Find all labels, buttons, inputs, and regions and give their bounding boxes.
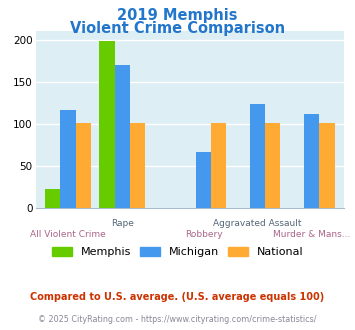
Bar	[60, 110, 76, 208]
Text: Aggravated Assault: Aggravated Assault	[213, 219, 302, 228]
Text: All Violent Crime: All Violent Crime	[30, 230, 106, 239]
Bar	[211, 123, 226, 208]
Text: Violent Crime Comparison: Violent Crime Comparison	[70, 21, 285, 36]
Bar	[320, 123, 335, 208]
Bar	[265, 123, 280, 208]
Bar	[250, 105, 265, 208]
Text: Robbery: Robbery	[185, 230, 222, 239]
Bar	[115, 65, 130, 208]
Bar	[45, 188, 60, 208]
Bar	[304, 114, 320, 208]
Legend: Memphis, Michigan, National: Memphis, Michigan, National	[47, 242, 308, 262]
Text: Rape: Rape	[111, 219, 133, 228]
Bar	[76, 123, 91, 208]
Text: Compared to U.S. average. (U.S. average equals 100): Compared to U.S. average. (U.S. average …	[31, 292, 324, 302]
Bar	[130, 123, 145, 208]
Bar	[196, 152, 211, 208]
Text: 2019 Memphis: 2019 Memphis	[117, 8, 238, 23]
Text: © 2025 CityRating.com - https://www.cityrating.com/crime-statistics/: © 2025 CityRating.com - https://www.city…	[38, 315, 317, 324]
Text: Murder & Mans...: Murder & Mans...	[273, 230, 350, 239]
Bar	[99, 42, 115, 208]
